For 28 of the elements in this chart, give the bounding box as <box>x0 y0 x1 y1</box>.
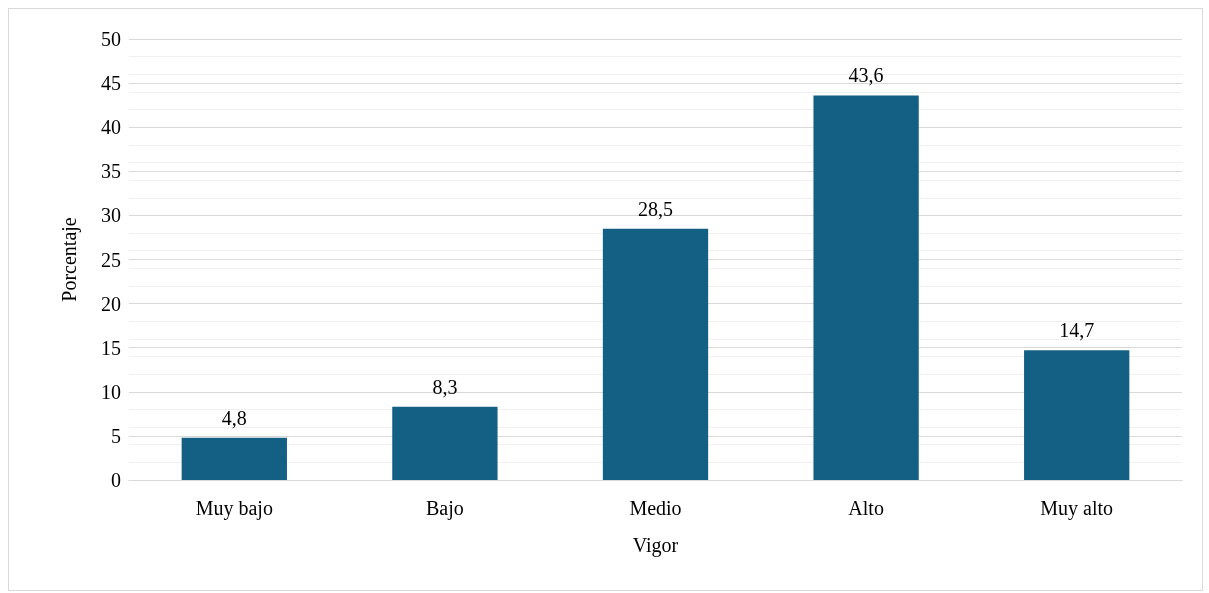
data-label: 43,6 <box>848 64 884 87</box>
y-tick-label: 35 <box>101 160 121 183</box>
y-tick-label: 30 <box>101 204 121 227</box>
y-tick-label: 0 <box>111 469 121 491</box>
y-tick-label: 45 <box>101 72 121 95</box>
bar <box>392 406 498 480</box>
x-tick-label: Bajo <box>426 497 464 520</box>
y-tick-label: 15 <box>101 336 121 359</box>
bar <box>813 95 919 480</box>
data-label: 8,3 <box>432 375 458 398</box>
bar <box>181 437 287 480</box>
y-tick-label: 50 <box>101 28 121 50</box>
data-label: 4,8 <box>221 406 247 429</box>
y-tick-label: 40 <box>101 116 121 139</box>
y-tick-label: 25 <box>101 248 121 271</box>
x-tick-label: Muy bajo <box>195 497 273 520</box>
x-tick-label: Muy alto <box>1040 497 1114 520</box>
bar <box>1024 350 1130 480</box>
x-tick-label: Alto <box>848 497 884 519</box>
x-tick-label: Medio <box>629 497 682 519</box>
y-tick-label: 5 <box>111 424 121 447</box>
y-tick-label: 20 <box>101 292 121 315</box>
y-axis-title: Porcentaje <box>58 217 81 302</box>
y-tick-label: 10 <box>101 380 121 403</box>
bar <box>602 228 709 480</box>
data-label: 14,7 <box>1059 319 1095 342</box>
data-label: 28,5 <box>638 197 673 220</box>
x-axis-title: Vigor <box>632 534 679 557</box>
